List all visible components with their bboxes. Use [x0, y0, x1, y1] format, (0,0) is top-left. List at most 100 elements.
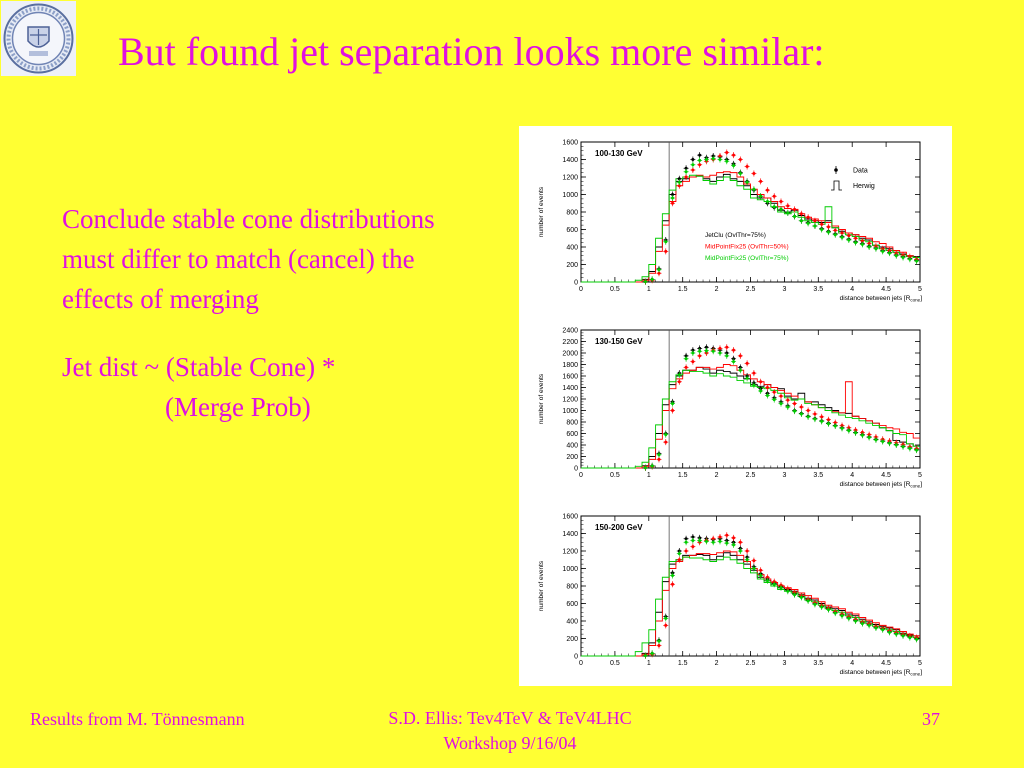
conclusion-paragraph: Conclude stable cone distributions must … — [62, 204, 435, 314]
data-point — [745, 376, 749, 380]
y-axis-title: number of events — [538, 186, 545, 237]
data-point — [671, 409, 675, 412]
data-point — [745, 558, 749, 562]
data-point — [806, 599, 810, 603]
data-point — [671, 574, 675, 577]
x-tick-label: 2 — [715, 472, 719, 479]
y-tick-label: 1200 — [562, 397, 578, 404]
data-point — [704, 345, 708, 349]
data-point — [738, 158, 742, 161]
data-point — [657, 271, 661, 275]
jet-dist-formula-line2: (Merge Prob) — [165, 392, 311, 422]
x-axis-title-main: distance between jets [R — [840, 481, 911, 488]
data-point — [772, 194, 776, 198]
data-point — [854, 241, 858, 245]
data-point — [833, 233, 837, 237]
x-tick-label: 4 — [850, 660, 854, 667]
footer-event-line2: Workshop 9/16/04 — [443, 733, 577, 753]
y-tick-label: 1400 — [562, 385, 578, 392]
data-point — [887, 441, 891, 445]
data-point — [793, 207, 797, 211]
y-tick-label: 2400 — [562, 328, 578, 335]
data-point — [820, 605, 824, 609]
data-point — [657, 268, 661, 272]
x-axis-title-main: distance between jets [R — [840, 295, 911, 302]
data-point — [650, 464, 654, 468]
data-point — [677, 558, 681, 562]
university-seal-logo — [1, 1, 76, 76]
data-point — [752, 567, 756, 570]
x-tick-label: 2.5 — [746, 472, 756, 479]
data-point — [860, 242, 864, 246]
data-point — [718, 539, 722, 543]
data-point — [711, 349, 715, 353]
data-point — [677, 180, 681, 184]
x-axis-title-end: ] — [920, 481, 922, 488]
data-point — [752, 172, 756, 175]
data-point — [847, 238, 851, 242]
data-point — [820, 228, 824, 231]
data-point — [840, 426, 844, 430]
data-point — [874, 438, 878, 442]
data-point — [677, 184, 681, 188]
data-point — [684, 175, 688, 179]
data-point — [691, 351, 695, 355]
y-tick-label: 1600 — [562, 514, 578, 521]
data-point — [881, 249, 885, 253]
data-point — [813, 417, 817, 421]
data-point — [725, 541, 729, 545]
data-point — [908, 636, 912, 640]
data-point — [664, 623, 668, 627]
plot-frame — [580, 329, 921, 469]
data-point — [664, 440, 668, 444]
data-point — [793, 593, 797, 597]
x-tick-label: 1.5 — [678, 286, 688, 293]
data-point — [881, 440, 885, 444]
y-tick-label: 800 — [566, 420, 578, 427]
data-point — [860, 433, 864, 437]
data-point — [677, 552, 681, 556]
data-point — [772, 398, 776, 402]
data-point — [894, 254, 898, 258]
y-tick-label: 400 — [566, 245, 578, 252]
data-point — [847, 234, 851, 238]
x-tick-label: 0.5 — [610, 472, 620, 479]
data-point — [698, 354, 702, 358]
x-tick-label: 3.5 — [813, 472, 823, 479]
data-point — [745, 165, 749, 168]
y-tick-label: 600 — [566, 431, 578, 438]
data-point — [779, 200, 783, 203]
data-point — [691, 539, 695, 542]
histogram-line — [581, 171, 920, 283]
data-point — [752, 383, 756, 387]
data-point — [820, 415, 824, 419]
data-point — [854, 431, 858, 435]
x-tick-label: 3 — [782, 660, 786, 667]
data-point — [711, 157, 715, 161]
x-axis-title-subscript: cone — [910, 672, 920, 677]
data-point — [725, 151, 729, 154]
y-tick-label: 1000 — [562, 192, 578, 199]
data-point — [718, 158, 722, 161]
data-point — [772, 390, 776, 394]
data-point — [915, 448, 919, 452]
x-tick-label: 4 — [850, 286, 854, 293]
data-point — [867, 242, 871, 245]
x-tick-label: 4.5 — [881, 472, 891, 479]
data-point — [854, 619, 858, 623]
data-point — [779, 586, 783, 590]
data-point — [691, 545, 695, 549]
data-point — [664, 616, 668, 620]
y-axis-title: number of events — [538, 560, 545, 611]
data-point — [786, 398, 790, 402]
x-tick-label: 4 — [850, 472, 854, 479]
data-point — [826, 225, 830, 229]
data-point — [759, 194, 763, 198]
data-point — [867, 245, 871, 249]
legend-histogram-label: Herwig — [853, 183, 875, 190]
y-tick-label: 0 — [574, 466, 578, 473]
x-tick-label: 1 — [647, 286, 651, 293]
x-tick-label: 1 — [647, 660, 651, 667]
data-point — [908, 446, 912, 450]
data-point — [793, 214, 797, 218]
